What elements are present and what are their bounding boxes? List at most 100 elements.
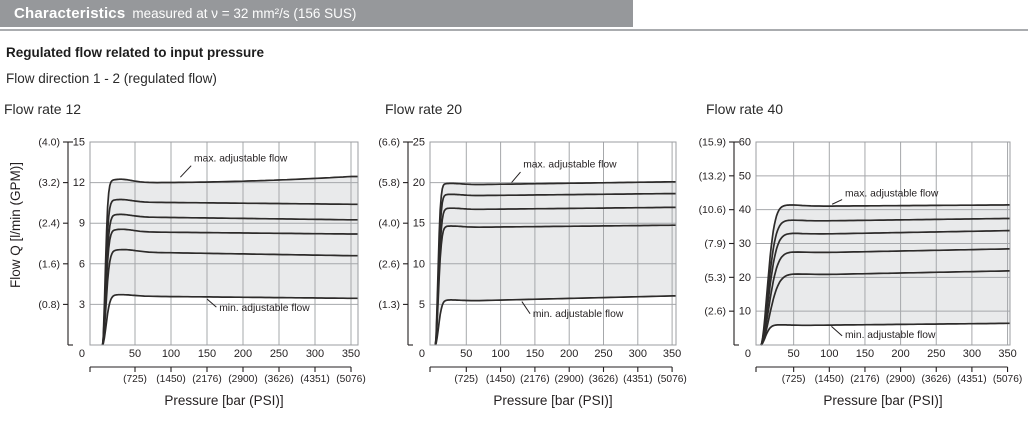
y-tick-gpm-label: (2.6)	[378, 258, 400, 270]
x-tick-bar-label: 300	[306, 348, 324, 360]
flow-curve-setting-4	[760, 248, 1010, 346]
y-tick-lmin-label: 10	[413, 258, 425, 270]
flow-curve-setting-2	[760, 217, 1010, 346]
y-tick-lmin-label: 40	[739, 204, 751, 216]
y-tick-gpm-label: (2.4)	[38, 218, 60, 230]
x-tick-bar-label: 100	[491, 348, 509, 360]
chart-flow-rate-12: (0.8) 3(1.6) 6(2.4) 9(3.2) 12(4.0) 150 50 100 15…	[8, 137, 366, 409]
annotation-label: min. adjustable flow	[845, 330, 936, 341]
y-axis-gpm-bracket	[403, 141, 413, 346]
flow-curve-setting-2	[101, 198, 358, 346]
x-tick-psi-label: (1450)	[486, 374, 515, 385]
y-tick-lmin-label: 6	[79, 258, 85, 270]
annotation-label: max. adjustable flow	[194, 154, 288, 165]
x-axis-title: Pressure [bar (PSI)]	[164, 393, 283, 408]
x-tick-psi-label: (1450)	[156, 374, 185, 385]
x-tick-bar-label: 300	[963, 348, 981, 360]
x-tick-bar-label: 150	[856, 348, 874, 360]
x-tick-bar-label: 350	[998, 348, 1016, 360]
y-tick-gpm-label: (1.3)	[378, 299, 400, 311]
annotation-label: min. adjustable flow	[219, 303, 310, 314]
y-axis-gpm-bracket	[729, 141, 739, 346]
x-tick-bar-label: 50	[788, 348, 800, 360]
x-axis-title: Pressure [bar (PSI)]	[823, 393, 942, 408]
x-axis-psi-bracket	[89, 366, 352, 372]
y-tick-gpm-label: (3.2)	[38, 177, 60, 189]
y-tick-lmin-label: 12	[73, 177, 85, 189]
adjustable-flow-band	[760, 204, 1010, 345]
x-tick-bar-label: 300	[629, 348, 647, 360]
y-axis-gpm-bracket	[63, 141, 73, 346]
x-tick-psi-label: (2176)	[520, 374, 549, 385]
x-tick-psi-label: (5076)	[993, 374, 1022, 385]
header-title: Characteristics	[14, 5, 126, 22]
y-tick-lmin-label: 30	[739, 238, 751, 250]
flow-curve-setting-5	[101, 248, 358, 346]
characteristics-header-bar: Characteristics measured at ν = 32 mm²/s…	[0, 0, 633, 27]
annotation-leader-line	[831, 326, 843, 337]
x-tick-bar-label: 150	[198, 348, 216, 360]
y-tick-gpm-label: (2.6)	[704, 306, 726, 318]
annotation-max-adjustable-flow: max. adjustable flow	[179, 154, 288, 178]
x-tick-psi-label: (725)	[782, 374, 806, 385]
x-tick-psi-label: (2900)	[554, 374, 583, 385]
y-tick-lmin-label: 20	[739, 272, 751, 284]
annotation-leader-line	[511, 171, 521, 183]
annotation-leader-line	[831, 199, 843, 205]
y-tick-gpm-label: (10.6)	[699, 204, 726, 216]
flow-curve-setting-3	[101, 213, 358, 346]
x-tick-bar-label: 150	[526, 348, 544, 360]
x-tick-psi-label: (3626)	[264, 374, 293, 385]
x-tick-bar-label: 100	[162, 348, 180, 360]
flow-curve-max-adjustable-flow	[760, 204, 1010, 346]
x-tick-bar-label: 250	[594, 348, 612, 360]
header-rule	[0, 29, 1028, 31]
y-tick-lmin-label: 5	[419, 299, 425, 311]
flow-curve-min-adjustable-flow	[760, 322, 1010, 346]
x-tick-psi-label: (5076)	[336, 374, 365, 385]
annotation-label: max. adjustable flow	[845, 188, 939, 199]
y-tick-lmin-label: 25	[413, 137, 425, 149]
flow-curve-setting-4	[434, 224, 676, 346]
x-tick-psi-label: (1450)	[815, 374, 844, 385]
x-tick-psi-label: (4351)	[300, 374, 329, 385]
annotation-label: min. adjustable flow	[533, 309, 624, 320]
annotation-leader-line	[521, 301, 531, 315]
x-tick-psi-label: (725)	[123, 374, 147, 385]
flow-curve-setting-5	[760, 270, 1010, 346]
x-tick-bar-label: 250	[927, 348, 945, 360]
y-tick-lmin-label: 3	[79, 299, 85, 311]
chart-title-flow-rate-40: Flow rate 40	[706, 101, 784, 117]
x-tick-psi-label: (725)	[454, 374, 478, 385]
section-subheading: Flow direction 1 - 2 (regulated flow)	[6, 71, 217, 86]
y-tick-gpm-label: (15.9)	[699, 137, 726, 149]
y-tick-gpm-label: (7.9)	[704, 238, 726, 250]
plot-frame	[755, 141, 1011, 346]
origin-label: 0	[79, 348, 85, 360]
x-tick-bar-label: 200	[234, 348, 252, 360]
chart-flow-rate-20: (1.3) 5(2.6) 10(4.0) 15(5.8) 20(6.6) 250 50 100…	[378, 137, 686, 409]
flow-curves	[760, 204, 1010, 346]
x-tick-bar-label: 100	[820, 348, 838, 360]
annotation-leader-line	[206, 298, 217, 308]
x-tick-psi-label: (2900)	[886, 374, 915, 385]
x-tick-bar-label: 200	[560, 348, 578, 360]
x-tick-psi-label: (2176)	[850, 374, 879, 385]
x-axis-psi-bracket	[755, 366, 1009, 372]
plot-frame	[429, 141, 677, 346]
x-tick-bar-label: 350	[342, 348, 360, 360]
y-tick-lmin-label: 9	[79, 218, 85, 230]
x-tick-psi-label: (4351)	[623, 374, 652, 385]
flow-curve-min-adjustable-flow	[101, 293, 358, 346]
flow-curve-max-adjustable-flow	[101, 175, 358, 346]
x-axis-title: Pressure [bar (PSI)]	[493, 393, 612, 408]
y-axis-title: Flow Q [l/min (GPM)]	[8, 162, 23, 288]
x-tick-bar-label: 50	[129, 348, 141, 360]
flow-curve-min-adjustable-flow	[434, 295, 676, 346]
section-heading: Regulated flow related to input pressure	[6, 45, 265, 60]
annotation-min-adjustable-flow: min. adjustable flow	[521, 301, 624, 320]
x-tick-bar-label: 200	[891, 348, 909, 360]
y-tick-gpm-label: (5.3)	[704, 272, 726, 284]
y-tick-gpm-label: (13.2)	[699, 170, 726, 182]
